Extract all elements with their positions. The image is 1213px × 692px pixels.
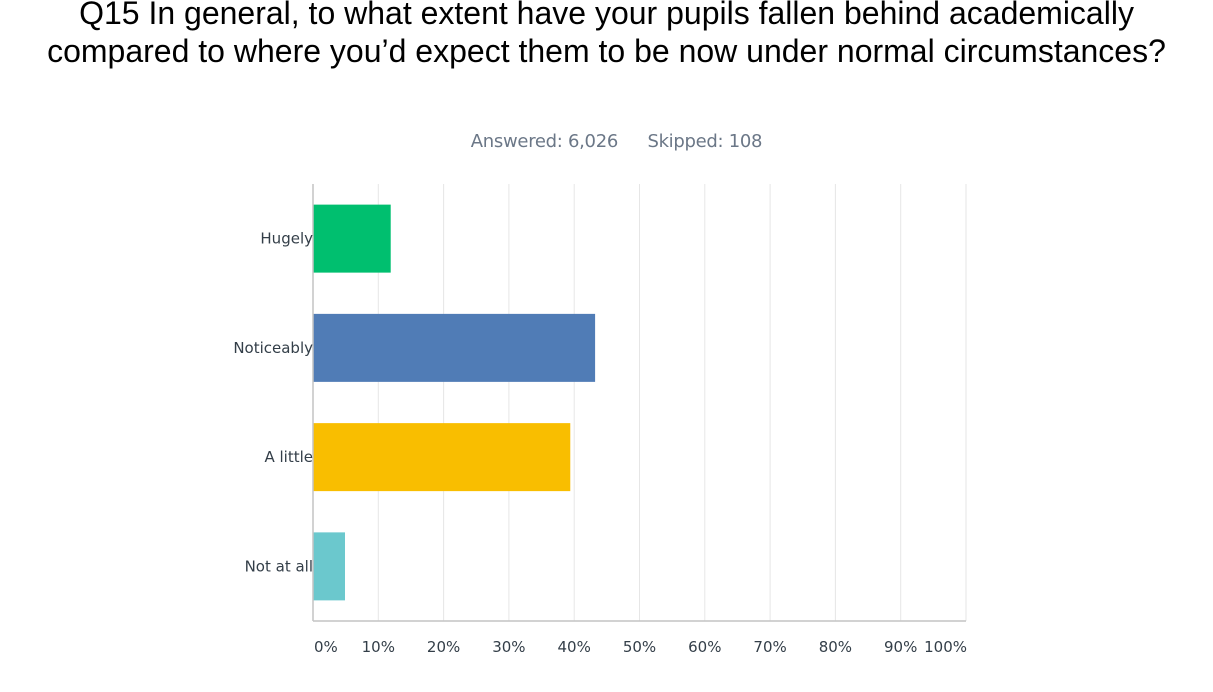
x-tick-label: 30%	[492, 638, 525, 656]
axes	[312, 184, 966, 622]
skipped-count: Skipped: 108	[647, 131, 763, 152]
x-tick-label: 100%	[924, 638, 967, 656]
x-tick-label: 10%	[362, 638, 395, 656]
category-label: Noticeably	[233, 339, 313, 357]
x-tick-label: 20%	[427, 638, 460, 656]
bars	[313, 204, 596, 601]
category-label: A little	[264, 448, 313, 466]
category-labels: Hugely Noticeably A little Not at all	[233, 230, 313, 576]
x-tick-labels: 0% 10% 20% 30% 40% 50% 60% 70% 80% 90% 100%	[314, 638, 967, 656]
bar	[313, 532, 345, 601]
x-tick-label: 80%	[819, 638, 852, 656]
chart-title: Q15 In general, to what extent have your…	[47, 0, 1166, 69]
response-stats: Answered: 6,026 Skipped: 108	[0, 131, 1213, 152]
x-tick-label: 90%	[884, 638, 917, 656]
x-tick-label: 40%	[558, 638, 591, 656]
bar	[313, 423, 571, 492]
category-label: Hugely	[260, 230, 313, 248]
category-label: Not at all	[245, 557, 313, 575]
x-tick-label: 50%	[623, 638, 656, 656]
x-tick-label: 70%	[753, 638, 786, 656]
x-tick-label: 0%	[314, 638, 338, 656]
bar	[313, 204, 391, 273]
answered-count: Answered: 6,026	[470, 131, 619, 152]
bar	[313, 313, 596, 382]
x-tick-label: 60%	[688, 638, 721, 656]
gridlines	[377, 184, 967, 621]
